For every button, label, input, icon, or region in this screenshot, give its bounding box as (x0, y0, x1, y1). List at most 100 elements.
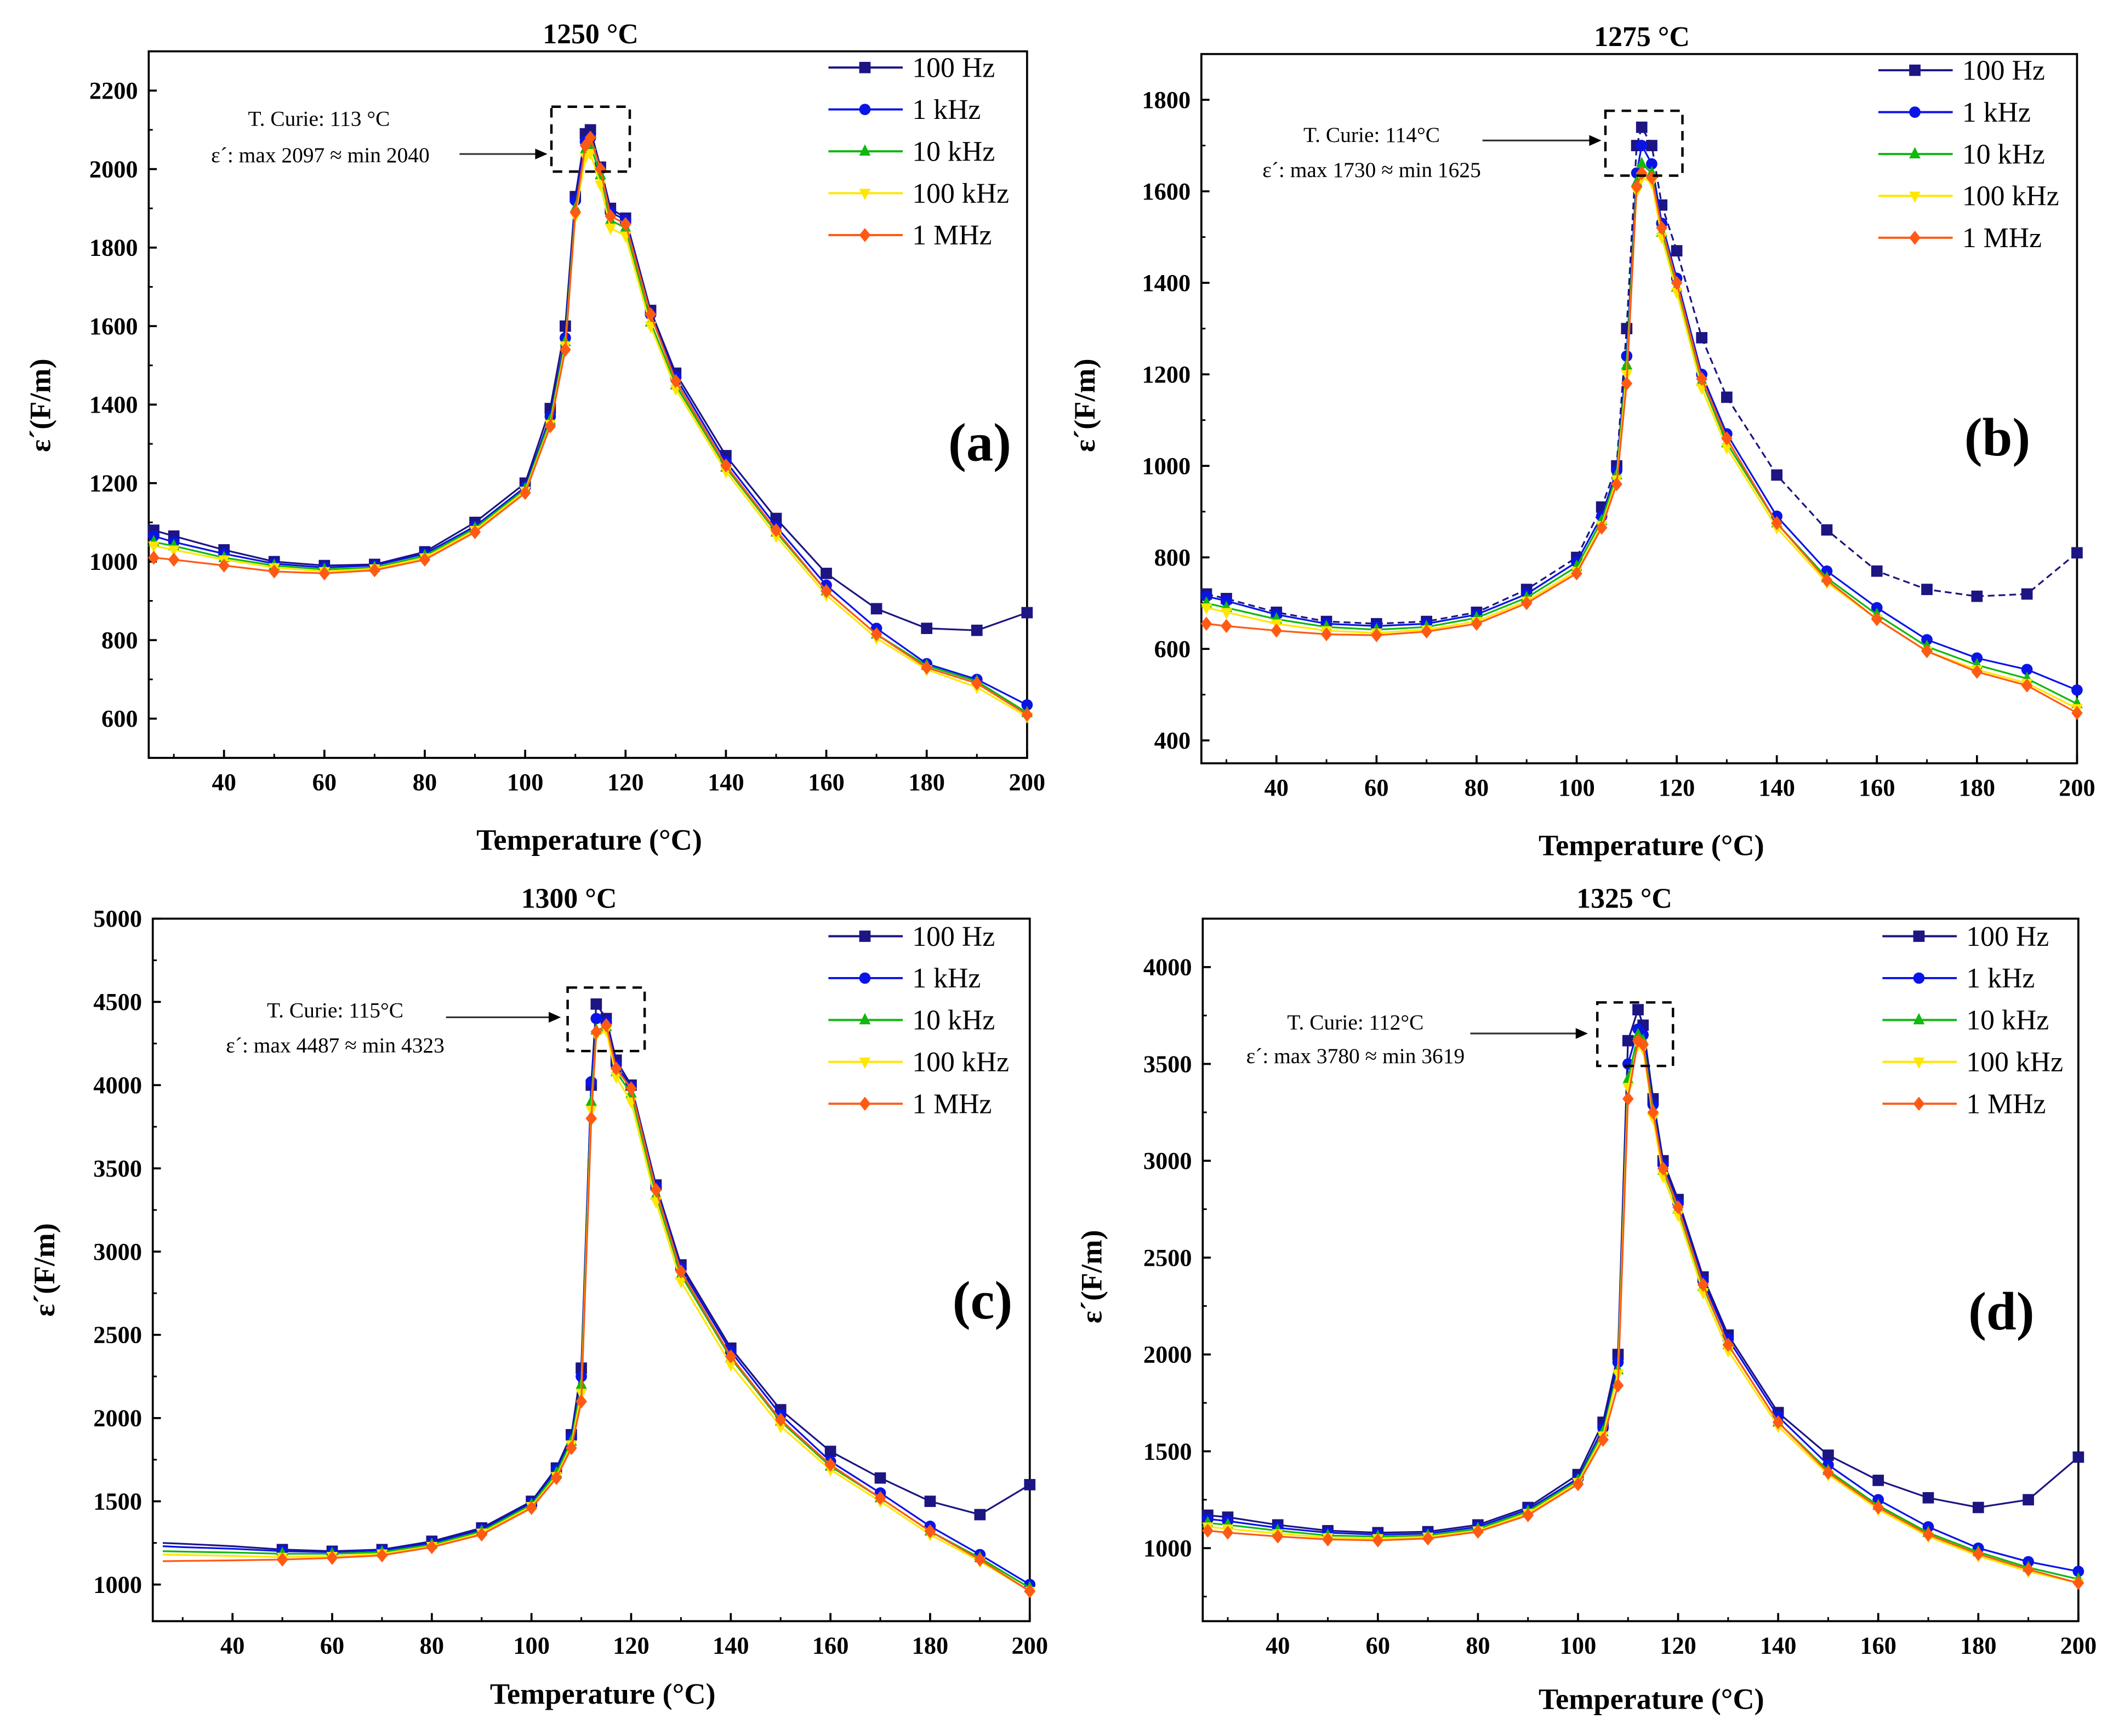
legend-label: 100 kHz (1962, 181, 2059, 212)
annotation-permittivity: ε´: max 4487 ≈ min 4323 (226, 1033, 445, 1058)
series-line (153, 152, 1028, 718)
x-tick-label: 140 (1758, 774, 1795, 801)
legend-label: 10 kHz (1966, 1005, 2049, 1036)
y-tick-label: 1200 (1142, 361, 1190, 388)
legend-label: 1 kHz (1966, 963, 2035, 994)
annotation-curie: T. Curie: 112°C (1287, 1010, 1423, 1035)
y-tick-label: 3000 (93, 1238, 142, 1265)
y-tick-label: 1600 (89, 312, 138, 340)
x-tick-label: 60 (1366, 1632, 1390, 1659)
y-tick-label: 1000 (93, 1571, 142, 1598)
data-point (526, 1501, 538, 1515)
data-point (1922, 1492, 1934, 1504)
y-tick-label: 2500 (1143, 1244, 1192, 1271)
y-tick-label: 3500 (1143, 1050, 1192, 1077)
data-point (645, 322, 657, 333)
legend-item: 100 Hz (828, 921, 995, 952)
peak-highlight-box (1604, 109, 1684, 177)
data-point (1472, 1524, 1484, 1539)
x-tick-label: 180 (1960, 1632, 1997, 1659)
y-tick-label: 1800 (89, 234, 138, 261)
x-tick-label: 40 (220, 1632, 244, 1659)
x-tick-label: 160 (1860, 1632, 1896, 1659)
data-point (584, 149, 596, 161)
x-tick-label: 140 (1760, 1632, 1797, 1659)
y-axis-label: ε´(F/m) (24, 358, 56, 452)
data-point (1871, 565, 1883, 577)
legend-marker (859, 972, 871, 984)
legend-marker (1913, 1057, 1925, 1069)
data-point (560, 342, 571, 357)
panel-label: (d) (1968, 1282, 2035, 1341)
chart-title: 1250 °C (543, 19, 639, 50)
annotation-curie: T. Curie: 113 °C (248, 106, 390, 130)
series-line (162, 1024, 1030, 1592)
data-point (1522, 1508, 1534, 1522)
data-point (2023, 1562, 2034, 1577)
legend-label: 1 MHz (912, 220, 992, 251)
x-tick-label: 180 (908, 768, 945, 796)
data-point (610, 1072, 622, 1084)
plot-frame (151, 917, 1031, 1623)
legend-label: 100 Hz (1962, 55, 2045, 86)
x-tick-label: 120 (1659, 774, 1695, 801)
y-tick-label: 600 (101, 705, 138, 732)
legend-marker (1913, 1013, 1925, 1025)
x-axis-label: Temperature (°C) (490, 1677, 716, 1710)
y-axis-label: ε´(F/m) (28, 1223, 61, 1317)
y-tick-label: 400 (1154, 727, 1191, 754)
data-point (1696, 332, 1708, 344)
legend-item: 10 kHz (828, 1005, 995, 1036)
series-100hz (162, 998, 1036, 1557)
data-point (168, 545, 180, 557)
x-axis-label: Temperature (°C) (476, 824, 702, 856)
data-point (1200, 603, 1212, 615)
data-point (1656, 221, 1668, 235)
panel-label: (b) (1964, 408, 2031, 467)
data-point (1611, 477, 1622, 492)
series-line (1207, 1007, 2079, 1534)
y-tick-label: 600 (1154, 635, 1191, 663)
data-point (1972, 1546, 1984, 1561)
data-point (1771, 469, 1783, 481)
legend-label: 100 Hz (912, 921, 995, 952)
data-point (874, 1472, 886, 1484)
legend-item: 100 kHz (828, 1047, 1009, 1078)
series-100khz (162, 1026, 1036, 1598)
data-point (1612, 1378, 1624, 1393)
legend-label: 1 kHz (1962, 97, 2031, 128)
data-point (218, 558, 230, 573)
series-line (153, 128, 1028, 631)
data-point (1271, 623, 1283, 638)
series-1khz (1200, 140, 2083, 696)
data-point (924, 1495, 936, 1507)
data-point (1871, 612, 1883, 626)
data-point (870, 603, 882, 615)
y-tick-label: 2000 (89, 155, 138, 182)
x-tick-label: 40 (1264, 774, 1289, 801)
legend-item: 100 Hz (1882, 921, 2049, 952)
data-point (1596, 521, 1608, 535)
data-point (1221, 608, 1232, 620)
data-point (1637, 1037, 1649, 1052)
legend-label: 100 kHz (912, 178, 1009, 209)
legend-label: 1 MHz (1966, 1088, 2046, 1120)
y-tick-label: 5000 (93, 905, 142, 932)
x-tick-label: 80 (1466, 1632, 1490, 1659)
data-point (1822, 1465, 1834, 1480)
x-tick-label: 60 (312, 768, 337, 796)
chart-panel-d: 40 60 80 100 120 140 160 180 200 1000 1500 2000 2500… (1075, 883, 2097, 1716)
series-line (1206, 172, 2078, 714)
series-1khz (148, 132, 1033, 711)
y-tick-label: 2000 (1143, 1341, 1192, 1368)
series-line (1206, 125, 2078, 625)
panel-label: (c) (953, 1271, 1012, 1330)
data-point (725, 1349, 737, 1364)
legend-label: 10 kHz (912, 1005, 995, 1036)
data-point (1821, 524, 1833, 536)
legend-label: 1 kHz (912, 94, 981, 125)
data-point (1632, 1004, 1644, 1015)
data-point (1221, 619, 1232, 633)
data-point (590, 1013, 602, 1025)
x-tick-label: 40 (212, 768, 236, 796)
